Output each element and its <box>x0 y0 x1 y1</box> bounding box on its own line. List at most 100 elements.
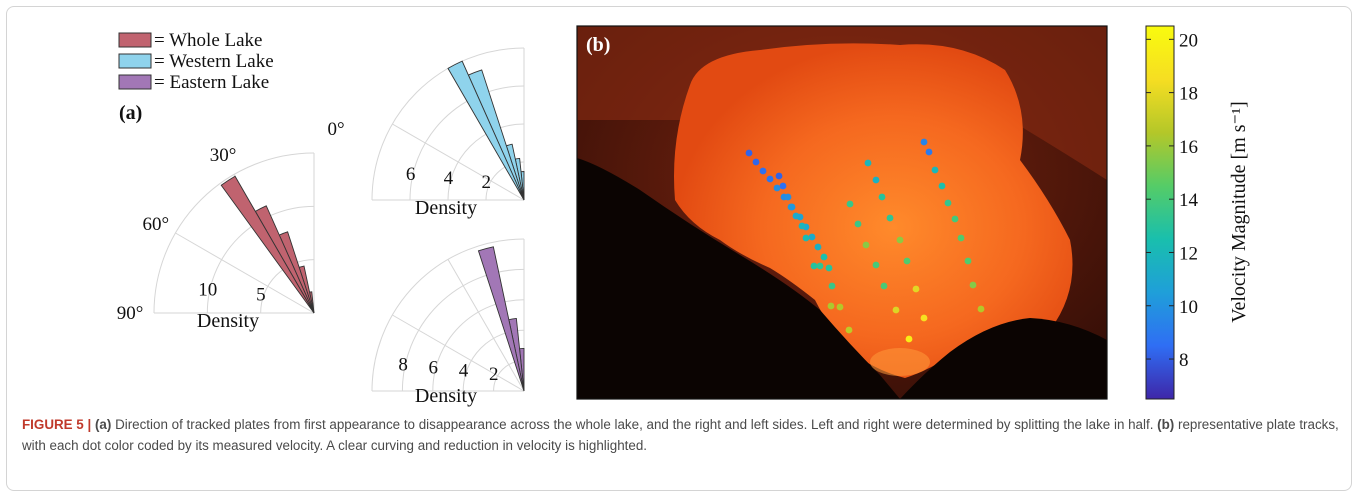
caption-a-text: Direction of tracked plates from first a… <box>111 417 1158 432</box>
legend: = Whole Lake = Western Lake = Eastern La… <box>118 30 274 93</box>
track-point <box>862 241 870 249</box>
legend-label-eastern: = Eastern Lake <box>154 72 269 93</box>
colorbar: 8 10 12 14 16 18 20 Velocity Magnitude [m s⁻¹] <box>1145 25 1250 400</box>
polar-radial-tick-label: 4 <box>444 168 454 189</box>
panel-b-label: (b) <box>586 34 610 56</box>
polar-radial-tick-label: 2 <box>481 172 491 193</box>
figure-frame <box>6 6 1352 491</box>
track-point <box>905 335 913 343</box>
track-point <box>787 203 795 211</box>
track-point <box>878 193 886 201</box>
colorbar-tick-label: 14 <box>1179 190 1199 211</box>
track-point <box>880 282 888 290</box>
polar-radial-tick-label: 6 <box>429 357 439 378</box>
track-point <box>816 262 824 270</box>
polar-histogram-whole-lake: 5 10 0° 30° 60° 90° Density <box>117 119 345 332</box>
track-point <box>773 184 781 192</box>
panel-a-label: (a) <box>119 102 142 124</box>
caption-b-label: (b) <box>1157 417 1175 432</box>
polar-angle-tick-label: 30° <box>210 145 237 166</box>
crater-wall-left <box>577 158 900 399</box>
polar-grid-arc <box>447 123 525 201</box>
track-point <box>938 182 946 190</box>
polar-grid-spoke <box>447 259 525 392</box>
track-point <box>969 281 977 289</box>
crater-wall-right <box>900 318 1107 399</box>
polar-grid-arc <box>260 259 315 314</box>
legend-label-western: = Western Lake <box>154 51 274 72</box>
colorbar-tick-label: 18 <box>1179 84 1198 105</box>
track-point <box>814 243 822 251</box>
polar-density-label: Density <box>197 310 259 332</box>
track-point <box>836 303 844 311</box>
legend-label-whole: = Whole Lake <box>154 30 263 51</box>
track-point <box>872 176 880 184</box>
track-point <box>896 236 904 244</box>
legend-swatch-western <box>118 53 152 69</box>
polar-radial-tick-label: 4 <box>459 361 469 382</box>
polar-bin-bar <box>477 246 525 392</box>
track-point <box>820 253 828 261</box>
track-point <box>759 167 767 175</box>
track-point <box>944 199 952 207</box>
track-point <box>802 234 810 242</box>
track-point <box>779 182 787 190</box>
polar-radial-tick-label: 10 <box>198 280 217 301</box>
track-point <box>886 214 894 222</box>
track-point <box>775 172 783 180</box>
caption-b-text: representative plate tracks, with each d… <box>22 417 1339 453</box>
polar-radial-tick-label: 6 <box>406 164 416 185</box>
colorbar-tick-label: 10 <box>1179 297 1198 318</box>
photo-border <box>576 25 1108 400</box>
polar-grid-arc <box>409 85 525 201</box>
polar-bin-bar <box>220 175 315 314</box>
polar-grid-arc <box>206 205 315 314</box>
track-point <box>931 166 939 174</box>
track-point <box>951 215 959 223</box>
legend-swatch-eastern <box>118 74 152 90</box>
polar-grid-arc <box>371 238 525 392</box>
plate-tracks <box>745 138 985 343</box>
track-point <box>892 306 900 314</box>
track-point <box>792 212 800 220</box>
polar-grid-arc <box>153 152 315 314</box>
track-point <box>752 158 760 166</box>
track-point <box>784 193 792 201</box>
track-point <box>810 262 818 270</box>
track-point <box>957 234 965 242</box>
colorbar-tick-label: 12 <box>1179 243 1198 264</box>
polar-density-label: Density <box>415 385 477 407</box>
colorbar-ticks: 8 10 12 14 16 18 20 <box>1146 30 1199 371</box>
track-point <box>766 175 774 183</box>
track-point <box>925 148 933 156</box>
track-point <box>828 282 836 290</box>
track-point <box>864 159 872 167</box>
track-point <box>846 200 854 208</box>
colorbar-tick-label: 16 <box>1179 137 1198 158</box>
legend-swatch-whole <box>118 32 152 48</box>
polar-bin-bar <box>447 60 525 201</box>
track-point <box>920 314 928 322</box>
track-point <box>827 302 835 310</box>
track-point <box>845 326 853 334</box>
polar-grid-arc <box>371 47 525 201</box>
colorbar-label: Velocity Magnitude [m s⁻¹] <box>1228 101 1250 323</box>
track-point <box>825 264 833 272</box>
caption-a-label: (a) <box>94 417 112 432</box>
polar-grid-spoke <box>392 123 525 201</box>
lava-surface <box>674 43 1073 378</box>
track-point <box>745 149 753 157</box>
track-point <box>903 257 911 265</box>
track-point <box>808 233 816 241</box>
polar-radial-tick-label: 2 <box>489 364 499 385</box>
colorbar-tick-label: 8 <box>1179 350 1189 371</box>
track-point <box>977 305 985 313</box>
polar-radial-tick-label: 8 <box>398 354 408 375</box>
track-point <box>912 285 920 293</box>
lava-lake-photo <box>577 26 1107 399</box>
polar-angle-tick-label: 60° <box>143 214 170 235</box>
figure-caption: FIGURE 5 | (a) Direction of tracked plat… <box>22 414 1342 456</box>
polar-grid-spoke <box>175 232 315 314</box>
polar-histogram-western-lake: 2 4 6 Density <box>371 47 525 219</box>
